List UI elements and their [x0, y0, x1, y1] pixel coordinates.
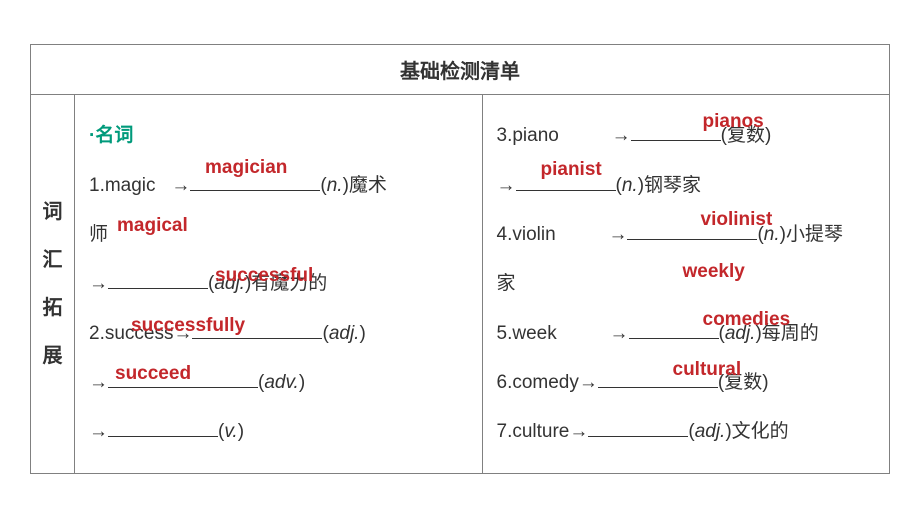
side-char: 汇: [43, 236, 63, 284]
pos: adj.: [329, 323, 360, 344]
text: 家: [497, 273, 516, 294]
answer-weekly: weekly: [683, 247, 745, 296]
left-line-6: →(v.): [89, 407, 470, 456]
text: ): [238, 421, 244, 442]
answer-successfully: successfully: [131, 301, 245, 350]
text: ): [359, 323, 365, 344]
blank: [108, 418, 218, 438]
text: ): [299, 372, 305, 393]
blank: [588, 418, 688, 438]
table-body: 词 汇 拓 展 magician magical successful succ…: [31, 95, 889, 473]
text: )小提琴: [780, 224, 843, 245]
answer-succeed: succeed: [115, 349, 191, 398]
vocab-table: 基础检测清单 词 汇 拓 展 magician magical successf…: [30, 44, 890, 474]
right-line-7: 7.culture→(adj.)文化的: [497, 407, 878, 456]
text: 3.piano: [497, 125, 559, 146]
answer-magical: magical: [117, 201, 188, 250]
pos: adj.: [695, 421, 726, 442]
answer-magician: magician: [205, 143, 287, 192]
side-char: 拓: [43, 284, 63, 332]
text: )钢琴家: [638, 175, 701, 196]
answer-cultural: cultural: [673, 345, 742, 394]
text: 1.magic: [89, 175, 156, 196]
left-cell: magician magical successful successfully…: [75, 95, 483, 473]
side-label: 词 汇 拓 展: [31, 95, 75, 473]
text: )魔术: [343, 175, 387, 196]
text: 7.culture→: [497, 421, 589, 442]
text: 6.comedy→: [497, 372, 598, 393]
side-char: 词: [43, 188, 63, 236]
pos: adv.: [264, 372, 299, 393]
pos: n.: [327, 175, 343, 196]
header-title: 基础检测清单: [400, 61, 520, 83]
blank: [108, 269, 208, 289]
answer-pianos: pianos: [703, 97, 764, 146]
text: )文化的: [725, 421, 788, 442]
side-char: 展: [43, 332, 63, 380]
right-cell: pianos pianist violinist weekly comedies…: [483, 95, 890, 473]
answer-successful: successful: [215, 251, 313, 300]
noun-label: ·名词: [89, 125, 133, 146]
answer-violinist: violinist: [701, 195, 773, 244]
text: 5.week: [497, 323, 557, 344]
pos: n.: [622, 175, 638, 196]
answer-comedies: comedies: [703, 295, 791, 344]
table-header: 基础检测清单: [31, 45, 889, 95]
pos: v.: [224, 421, 237, 442]
text: 4.violin: [497, 224, 556, 245]
text: 师: [89, 224, 108, 245]
answer-pianist: pianist: [541, 145, 602, 194]
